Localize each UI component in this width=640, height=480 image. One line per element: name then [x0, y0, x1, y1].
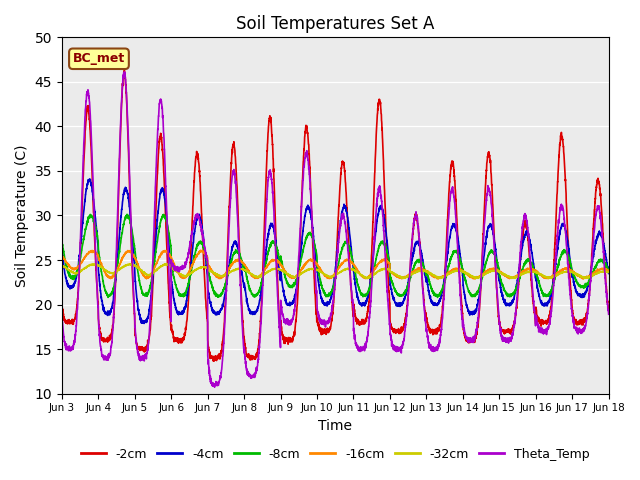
-16cm — [388, 270, 396, 276]
-4cm — [140, 321, 148, 326]
-16cm — [398, 276, 406, 281]
-8cm — [553, 267, 561, 273]
Theta_Temp — [399, 345, 406, 351]
-32cm — [605, 269, 612, 275]
-8cm — [605, 268, 612, 274]
-4cm — [605, 270, 612, 276]
-8cm — [124, 211, 131, 217]
X-axis label: Time: Time — [318, 419, 352, 433]
-32cm — [398, 275, 406, 281]
-8cm — [605, 268, 612, 274]
Legend: -2cm, -4cm, -8cm, -16cm, -32cm, Theta_Temp: -2cm, -4cm, -8cm, -16cm, -32cm, Theta_Te… — [76, 443, 595, 466]
-32cm — [553, 273, 561, 278]
Theta_Temp — [553, 240, 561, 246]
-8cm — [175, 292, 183, 298]
Theta_Temp — [58, 315, 66, 321]
-2cm — [389, 328, 397, 334]
Theta_Temp — [389, 345, 397, 350]
Theta_Temp — [605, 312, 612, 317]
-4cm — [86, 176, 93, 182]
-8cm — [58, 240, 66, 246]
-2cm — [210, 359, 218, 364]
-16cm — [175, 270, 183, 276]
Line: -8cm: -8cm — [62, 214, 609, 298]
-2cm — [58, 300, 66, 305]
Title: Soil Temperatures Set A: Soil Temperatures Set A — [236, 15, 435, 33]
-4cm — [389, 293, 397, 299]
-32cm — [388, 270, 396, 276]
-32cm — [211, 270, 219, 276]
Y-axis label: Soil Temperature (C): Soil Temperature (C) — [15, 144, 29, 287]
-8cm — [388, 281, 396, 287]
-2cm — [605, 308, 612, 314]
Text: BC_met: BC_met — [73, 52, 125, 65]
-8cm — [398, 292, 406, 298]
Line: -4cm: -4cm — [62, 179, 609, 324]
-2cm — [211, 354, 219, 360]
Theta_Temp — [120, 69, 128, 75]
-4cm — [175, 311, 183, 316]
Theta_Temp — [211, 384, 218, 390]
Line: -16cm: -16cm — [62, 251, 609, 279]
-16cm — [58, 252, 66, 258]
-8cm — [211, 290, 219, 296]
-2cm — [399, 327, 406, 333]
-2cm — [120, 68, 128, 73]
-2cm — [553, 192, 561, 197]
-4cm — [58, 246, 66, 252]
-16cm — [605, 267, 612, 273]
-8cm — [434, 295, 442, 300]
-32cm — [58, 263, 66, 269]
-16cm — [553, 271, 561, 276]
-4cm — [399, 301, 406, 307]
-16cm — [605, 269, 612, 275]
-32cm — [175, 270, 183, 276]
Theta_Temp — [605, 309, 612, 315]
-2cm — [175, 336, 183, 342]
-32cm — [161, 261, 169, 267]
-32cm — [582, 276, 589, 281]
Line: Theta_Temp: Theta_Temp — [62, 72, 609, 387]
Theta_Temp — [211, 382, 219, 388]
-16cm — [435, 276, 442, 282]
-4cm — [605, 271, 612, 276]
Line: -32cm: -32cm — [62, 264, 609, 278]
Line: -2cm: -2cm — [62, 71, 609, 361]
-16cm — [196, 248, 204, 253]
-2cm — [605, 306, 612, 312]
-32cm — [605, 269, 612, 275]
-16cm — [211, 272, 219, 278]
-4cm — [211, 310, 219, 315]
-4cm — [553, 250, 561, 256]
Theta_Temp — [175, 265, 183, 271]
